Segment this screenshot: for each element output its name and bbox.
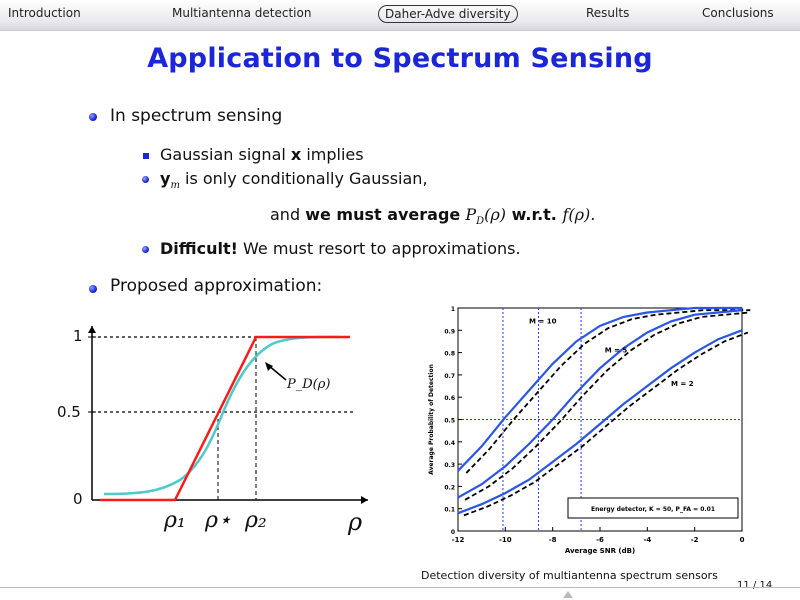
- pd-symbol: P: [465, 205, 477, 224]
- y-tick-label: 0.9: [444, 328, 455, 335]
- rho1-label: ρ₁: [164, 508, 186, 533]
- and-text: and: [270, 205, 306, 224]
- y-tick-label: 0.4: [444, 440, 455, 447]
- y-tick-label: 0.5: [444, 418, 455, 425]
- approximations-text: We must resort to approximations.: [237, 239, 521, 258]
- sub-bullet-icon: [142, 176, 149, 183]
- sub-bullet-gaussian-signal: Gaussian signal x implies: [160, 145, 364, 164]
- nav-results[interactable]: Results: [586, 6, 630, 20]
- x-tick-label: -6: [596, 536, 604, 544]
- section-nav-bar: Introduction Multiantenna detection Dahe…: [0, 0, 800, 31]
- x-tick-label: -8: [549, 536, 557, 544]
- pd-argument: (ρ): [484, 205, 507, 224]
- rho2-label: ρ₂: [245, 508, 267, 533]
- x-tick-label: -12: [452, 536, 465, 544]
- series-line-m0: [457, 306, 742, 472]
- series-line-m1: [457, 309, 743, 499]
- sub-bullet-difficult: Difficult! We must resort to approximati…: [160, 239, 521, 258]
- y-subscript: m: [170, 180, 180, 192]
- navigation-arrow-icon[interactable]: [563, 591, 573, 598]
- y-axis-label: Average Probability of Detection: [428, 364, 435, 475]
- y-tick-label: 0.1: [444, 507, 455, 514]
- centered-equation-line: and we must average PD(ρ) w.r.t. f(ρ).: [270, 205, 595, 227]
- nav-introduction[interactable]: Introduction: [8, 6, 81, 20]
- rho-star-label: ρ⋆: [205, 508, 232, 533]
- exact-pd-curve: [103, 335, 341, 496]
- y-tick-label: 0.3: [444, 462, 455, 469]
- y-tick-label: 0.7: [444, 373, 455, 380]
- legend-text: Energy detector, K = 50, P_FA = 0.01: [591, 506, 715, 513]
- difficult-text: Difficult!: [160, 239, 238, 258]
- series-line-m2: [457, 329, 743, 515]
- pd-subscript: D: [476, 216, 485, 228]
- linear-approximation-curve: [100, 335, 350, 502]
- curve-label: M = 2: [671, 380, 694, 388]
- conditionally-text: is only conditionally Gaussian,: [179, 169, 428, 188]
- series-approx-line-m1: [464, 311, 750, 501]
- x-axis-arrow-icon: [361, 496, 368, 504]
- x-axis-label: Average SNR (dB): [565, 547, 635, 555]
- page-number: 11 / 14: [737, 580, 773, 591]
- slide-title: Application to Spectrum Sensing: [147, 43, 653, 74]
- pd-annotation: P_D(ρ): [287, 377, 331, 392]
- y-tick-label: 0.6: [444, 395, 455, 402]
- y-tick-label: 1: [451, 306, 455, 313]
- x-tick-label: -10: [499, 536, 512, 544]
- gaussian-text: Gaussian signal: [160, 145, 291, 164]
- curve-label: M = 10: [529, 318, 557, 326]
- bullet-proposed-approximation: Proposed approximation:: [110, 276, 323, 296]
- x-tick-label: 0: [740, 536, 745, 544]
- series-approx-line-m0: [465, 309, 751, 474]
- series-approx-line-m2: [463, 331, 749, 517]
- y-axis-arrow-icon: [88, 326, 96, 333]
- curve-label: M = 5: [605, 347, 628, 355]
- bullet-spectrum-sensing: In spectrum sensing: [110, 106, 283, 126]
- y-tick-label: 0: [451, 529, 455, 536]
- rho-axis-label: ρ: [348, 508, 363, 536]
- footer-title: Detection diversity of multiantenna spec…: [421, 569, 718, 582]
- y-tick-label: 0.2: [444, 484, 455, 491]
- sub-bullet-icon: [143, 153, 149, 159]
- y-tick-label: 0.8: [444, 351, 455, 358]
- must-average-text: we must average: [305, 205, 461, 224]
- y-tick-label-05: 0.5: [57, 403, 81, 421]
- y-vector: y: [160, 169, 171, 188]
- sub-bullet-conditionally-gaussian: ym is only conditionally Gaussian,: [160, 169, 428, 191]
- bullet-icon: [89, 113, 97, 121]
- bullet-icon: [89, 285, 97, 293]
- wrt-text: w.r.t.: [506, 205, 563, 224]
- legend-box: [567, 497, 739, 519]
- nav-conclusions[interactable]: Conclusions: [702, 6, 774, 20]
- implies-text: implies: [301, 145, 364, 164]
- f-rho: f(ρ).: [562, 205, 596, 224]
- arrow-head-icon: [265, 362, 273, 371]
- x-vector: x: [290, 145, 302, 164]
- y-tick-label-1: 1: [73, 327, 83, 345]
- nav-multiantenna-detection[interactable]: Multiantenna detection: [172, 6, 312, 20]
- footer-divider: [0, 587, 800, 588]
- sub-bullet-icon: [142, 246, 149, 253]
- x-tick-label: -4: [643, 536, 651, 544]
- nav-daher-adve-diversity[interactable]: Daher-Adve diversity: [378, 5, 518, 23]
- x-tick-label: -2: [691, 536, 699, 544]
- y-tick-label-0: 0: [73, 490, 83, 508]
